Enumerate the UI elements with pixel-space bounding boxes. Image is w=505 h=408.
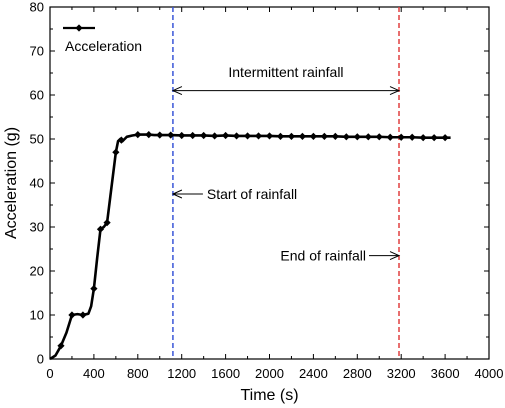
data-point (156, 131, 164, 139)
data-point (211, 132, 219, 140)
data-point (178, 131, 186, 140)
data-point (112, 148, 120, 156)
y-tick-label: 60 (30, 88, 44, 103)
y-tick-label: 30 (30, 220, 44, 235)
x-tick-label: 3200 (387, 366, 416, 381)
annotations: Intermittent rainfall Start of rainfall En… (171, 64, 401, 264)
x-tick-label: 2800 (343, 366, 372, 381)
arrow-head (389, 86, 401, 96)
data-point (57, 342, 65, 350)
x-tick-label: 1600 (211, 366, 240, 381)
x-tick-label: 3600 (431, 366, 460, 381)
x-tick-label: 4000 (475, 366, 504, 381)
data-point (386, 133, 394, 141)
data-point (320, 132, 328, 140)
arrow-head (171, 86, 183, 96)
data-point (103, 219, 111, 227)
data-point (276, 132, 285, 140)
data-point (68, 311, 76, 319)
y-tick-label: 70 (30, 44, 44, 59)
data-point (342, 133, 350, 141)
legend-marker (75, 24, 83, 32)
axis-ticks: 0 400 800 1200 1600 2000 2400 2800 3200 3600 4000 0… (30, 0, 504, 381)
arrow-head (389, 251, 401, 261)
y-tick-label: 50 (30, 132, 44, 147)
acceleration-line (49, 133, 451, 361)
data-point (200, 131, 208, 140)
data-point (309, 132, 317, 140)
y-tick-label: 40 (30, 176, 44, 191)
x-axis-label: Time (s) (240, 387, 298, 404)
data-point (254, 132, 263, 140)
y-tick-label: 0 (37, 352, 44, 367)
x-tick-label: 400 (83, 366, 105, 381)
y-tick-label: 20 (30, 264, 44, 279)
data-point (441, 134, 449, 142)
data-point (375, 133, 383, 141)
data-point (243, 132, 252, 140)
y-tick-label: 80 (30, 0, 44, 15)
x-tick-label: 800 (127, 366, 149, 381)
data-point (96, 225, 105, 233)
x-tick-label: 2000 (255, 366, 284, 381)
annotation-end: End of rainfall (280, 248, 366, 264)
arrow-head (171, 189, 183, 199)
y-axis-label: Acceleration (g) (3, 127, 20, 239)
series-layer (49, 131, 451, 361)
plot-frame (49, 6, 490, 360)
data-point (419, 134, 427, 142)
legend: Acceleration (63, 24, 142, 54)
x-tick-label: 2400 (299, 366, 328, 381)
data-point (79, 311, 87, 319)
data-point (397, 133, 405, 141)
legend-label: Acceleration (65, 38, 142, 54)
y-tick-label: 10 (30, 308, 44, 323)
annotation-intermittent: Intermittent rainfall (228, 64, 343, 80)
data-point (353, 133, 361, 141)
data-point (167, 131, 175, 139)
rainfall-lines (172, 7, 400, 359)
data-point (90, 285, 98, 293)
data-point (117, 136, 125, 144)
x-tick-label: 0 (46, 366, 53, 381)
data-point (364, 133, 372, 141)
data-point (408, 133, 416, 141)
data-point (430, 134, 438, 142)
data-point (222, 131, 230, 140)
data-point (265, 132, 274, 140)
data-point (145, 131, 153, 139)
data-point (134, 131, 142, 139)
data-point (189, 131, 197, 140)
data-point (287, 132, 296, 140)
data-point (331, 132, 339, 140)
data-point (298, 132, 307, 140)
x-tick-label: 1200 (167, 366, 196, 381)
data-point (232, 132, 241, 140)
annotation-start: Start of rainfall (207, 186, 297, 202)
